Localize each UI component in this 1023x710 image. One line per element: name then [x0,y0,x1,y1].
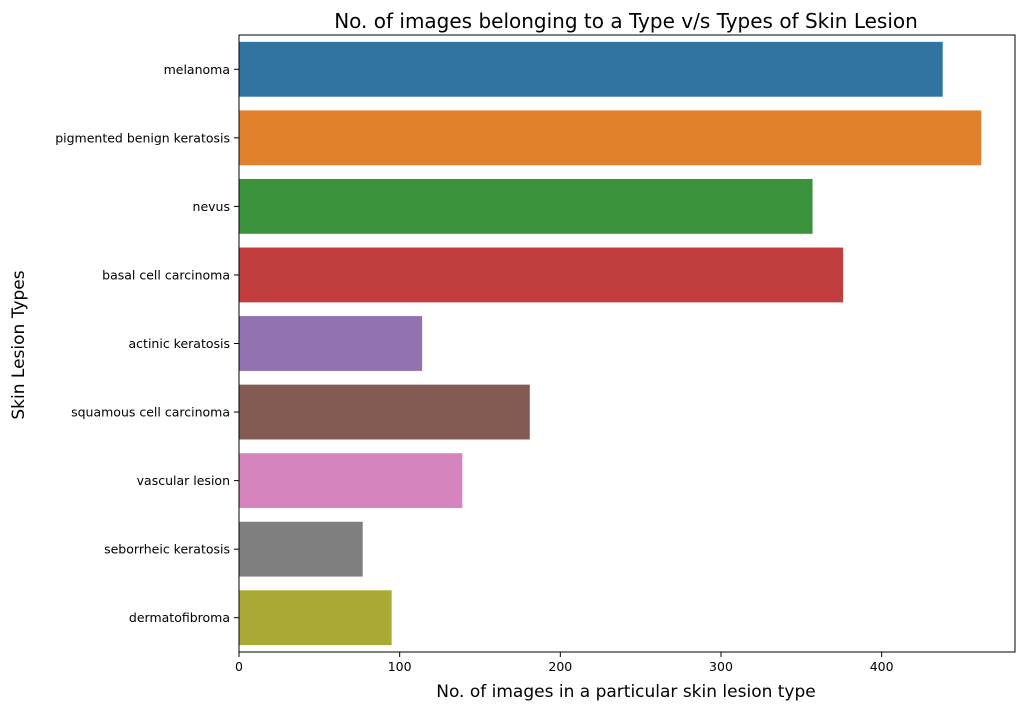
bar-squamous-cell-carcinoma [239,384,530,440]
bar-dermatofibroma [239,590,392,646]
y-tick-label: melanoma [164,62,230,77]
x-tick-label: 200 [548,659,572,674]
y-tick-label: seborrheic keratosis [104,542,230,557]
y-tick-label: pigmented benign keratosis [55,130,230,145]
y-tick-label: dermatofibroma [129,610,230,625]
bar-vascular-lesion [239,453,463,509]
bar-seborrheic-keratosis [239,521,363,577]
x-axis-label: No. of images in a particular skin lesio… [436,682,816,702]
bar-nevus [239,178,813,234]
bar-basal-cell-carcinoma [239,247,844,303]
y-tick-label: nevus [193,199,230,214]
bar-pigmented-benign-keratosis [239,110,982,166]
x-tick-label: 300 [709,659,733,674]
bar-melanoma [239,41,943,97]
y-tick-label: basal cell carcinoma [102,267,230,282]
y-axis-label: Skin Lesion Types [9,270,29,419]
y-tick-label: vascular lesion [137,473,230,488]
bar-actinic-keratosis [239,316,423,371]
x-tick-label: 100 [388,659,412,674]
plot-area: melanoma pigmented benign keratosis nevus b… [55,34,1016,674]
chart-title: No. of images belonging to a Type v/s Ty… [334,9,918,33]
x-tick-label: 0 [235,659,243,674]
x-tick-label: 400 [870,659,894,674]
y-tick-label: actinic keratosis [129,336,230,351]
plot-frame [238,34,1016,653]
y-tick-label: squamous cell carcinoma [71,405,230,420]
